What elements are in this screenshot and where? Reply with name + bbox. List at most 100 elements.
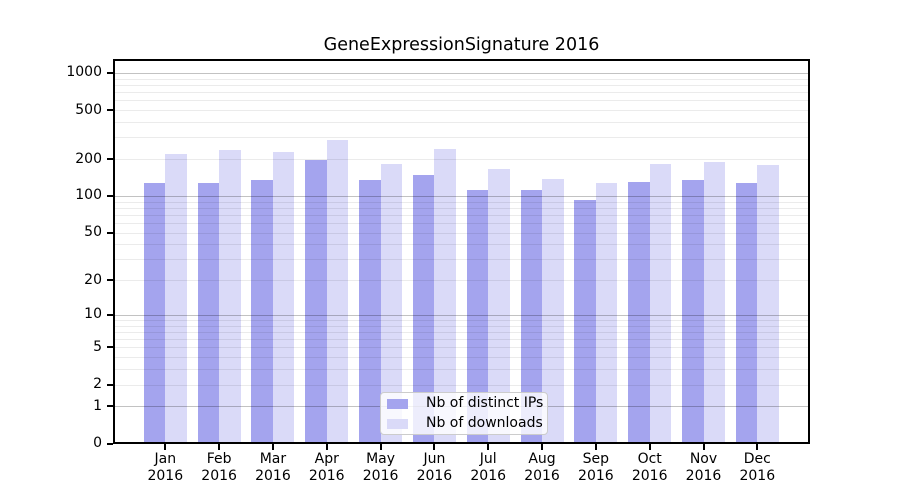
minor-gridline-800 [113,84,810,86]
legend-label-downloads: Nb of downloads [426,415,543,431]
minor-gridline-400 [113,122,810,123]
y-tick-label-50: 50 [84,224,102,241]
bar-downloads-may-2016 [380,164,403,444]
y-tick-label-200: 200 [75,150,102,167]
legend: Nb of distinct IPs Nb of downloads [380,392,548,435]
bar-downloads-dec-2016 [757,165,779,444]
x-tick-year: 2016 [308,468,345,484]
x-tick-month: Apr [314,451,339,467]
x-tick-label-jun-2016: Jun 2016 [402,451,466,485]
minor-gridline-50 [113,232,810,234]
chart-title: GeneExpressionSignature 2016 [323,35,600,55]
y-tick-label-2: 2 [93,376,102,393]
x-tick-label-nov-2016: Nov 2016 [672,451,736,485]
minor-gridline-200 [113,159,810,161]
minor-gridline-7 [113,331,810,333]
legend-swatch-distinct-ips [387,398,408,409]
y-tick-label-1000: 1000 [66,64,102,81]
x-tick-jul-2016 [487,444,490,450]
minor-gridline-60 [113,223,810,224]
bar-distinct-ips-jun-2016 [412,175,435,444]
minor-gridline-2 [113,384,810,386]
minor-gridline-300 [113,137,810,139]
x-tick-year: 2016 [416,468,453,484]
x-tick-label-jan-2016: Jan 2016 [133,451,197,485]
minor-gridline-700 [113,92,810,94]
x-tick-label-sep-2016: Sep 2016 [564,451,628,485]
x-tick-label-jul-2016: Jul 2016 [456,451,520,485]
minor-gridline-600 [113,100,810,102]
bar-downloads-sep-2016 [595,183,618,444]
bar-downloads-jun-2016 [434,148,456,444]
minor-gridline-3 [113,369,810,371]
x-tick-month: Mar [259,451,287,467]
x-tick-month: Feb [206,451,232,467]
minor-gridline-70 [113,214,810,216]
x-tick-label-feb-2016: Feb 2016 [187,451,251,485]
major-gridline-1000 [113,72,810,74]
x-tick-may-2016 [379,444,382,450]
y-tick-50 [107,231,113,234]
bar-downloads-jul-2016 [488,169,510,444]
x-tick-label-apr-2016: Apr 2016 [295,451,359,485]
bar-distinct-ips-may-2016 [359,179,381,444]
major-gridline-10 [113,314,810,316]
bar-distinct-ips-apr-2016 [305,159,327,444]
bar-distinct-ips-jan-2016 [143,183,166,444]
x-tick-year: 2016 [631,468,668,484]
x-tick-year: 2016 [685,468,722,484]
y-tick-1000 [107,71,113,74]
bar-distinct-ips-feb-2016 [197,183,220,444]
minor-gridline-20 [113,280,810,282]
bar-downloads-mar-2016 [272,152,295,444]
x-tick-label-aug-2016: Aug 2016 [510,451,574,485]
x-tick-month: Nov [689,451,718,467]
minor-gridline-8 [113,325,810,327]
x-tick-sep-2016 [594,444,597,450]
x-tick-feb-2016 [218,444,221,450]
y-tick-1 [107,405,113,408]
y-tick-label-1: 1 [93,397,102,414]
y-tick-5 [107,346,113,349]
plot-area [113,58,810,444]
minor-gridline-90 [113,201,810,203]
x-tick-label-dec-2016: Dec 2016 [725,451,789,485]
bar-distinct-ips-jul-2016 [466,189,489,444]
x-tick-year: 2016 [470,468,507,484]
y-tick-100 [107,194,113,197]
minor-gridline-500 [113,110,810,112]
y-tick-200 [107,158,113,161]
legend-item-downloads: Nb of downloads [387,415,543,432]
x-tick-year: 2016 [255,468,291,484]
bar-downloads-nov-2016 [703,162,725,444]
x-tick-label-may-2016: May 2016 [349,451,413,485]
x-tick-jun-2016 [433,444,436,450]
minor-gridline-9 [113,320,810,321]
bar-downloads-oct-2016 [649,164,672,444]
bar-downloads-aug-2016 [542,179,564,444]
x-tick-aug-2016 [541,444,544,450]
y-tick-label-0: 0 [93,435,102,451]
minor-gridline-5 [113,347,810,349]
x-tick-month: Jun [423,451,446,467]
major-gridline-100 [113,195,810,197]
bar-distinct-ips-oct-2016 [628,181,650,444]
x-tick-label-mar-2016: Mar 2016 [241,451,305,485]
x-tick-month: Oct [637,451,662,467]
y-tick-label-20: 20 [84,271,102,288]
x-tick-year: 2016 [201,468,237,484]
x-tick-label-oct-2016: Oct 2016 [618,451,682,485]
x-tick-year: 2016 [362,468,399,484]
x-tick-month: Sep [582,451,610,467]
minor-gridline-900 [113,78,810,80]
bar-distinct-ips-dec-2016 [735,183,758,444]
bar-distinct-ips-nov-2016 [682,180,704,444]
legend-label-distinct-ips: Nb of distinct IPs [426,395,544,411]
bar-downloads-apr-2016 [326,139,349,444]
x-tick-month: Jan [154,451,177,467]
x-tick-apr-2016 [325,444,328,450]
minor-gridline-40 [113,244,810,246]
bar-distinct-ips-sep-2016 [574,199,596,444]
legend-swatch-downloads [387,418,408,429]
x-tick-month: Aug [528,451,556,467]
